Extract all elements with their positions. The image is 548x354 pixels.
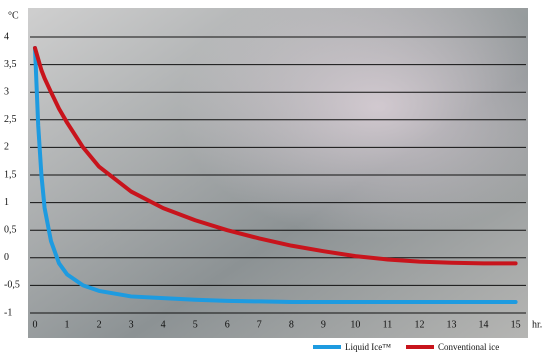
- y-tick-label: -1: [4, 307, 12, 318]
- y-tick-label: 0,5: [4, 224, 17, 235]
- x-tick-label: 3: [129, 319, 134, 330]
- x-axis-unit: hr.: [532, 319, 542, 330]
- x-tick-label: 9: [321, 319, 326, 330]
- x-tick-label: 5: [193, 319, 198, 330]
- photo-highlight: [28, 8, 528, 338]
- y-tick-label: 4: [4, 31, 9, 42]
- y-tick-label: 3: [4, 86, 9, 97]
- x-tick-label: 7: [257, 319, 262, 330]
- page: °C 43,532,521,510,50-0,5-101234567891011…: [0, 0, 548, 354]
- x-tick-label: 4: [161, 319, 166, 330]
- y-tick-label: 3,5: [4, 59, 17, 70]
- x-tick-label: 12: [414, 319, 424, 330]
- y-tick-label: 2: [4, 142, 9, 153]
- y-axis-unit: °C: [8, 10, 19, 21]
- legend-label: Liquid Ice™: [345, 342, 391, 352]
- x-tick-label: 11: [383, 319, 393, 330]
- y-tick-label: 1,5: [4, 169, 17, 180]
- y-tick-label: 0: [4, 252, 9, 263]
- chart: °C 43,532,521,510,50-0,5-101234567891011…: [0, 0, 548, 354]
- x-tick-label: 6: [225, 319, 230, 330]
- legend-label: Conventional ice: [438, 342, 499, 352]
- x-tick-label: 13: [447, 319, 457, 330]
- y-tick-label: 1: [4, 197, 9, 208]
- x-tick-label: 10: [350, 319, 360, 330]
- x-tick-label: 8: [289, 319, 294, 330]
- y-tick-label: -0,5: [4, 280, 20, 291]
- x-tick-label: 2: [97, 319, 102, 330]
- y-tick-label: 2,5: [4, 114, 17, 125]
- x-tick-label: 14: [479, 319, 489, 330]
- x-tick-label: 15: [511, 319, 521, 330]
- x-tick-label: 0: [33, 319, 38, 330]
- x-tick-label: 1: [65, 319, 70, 330]
